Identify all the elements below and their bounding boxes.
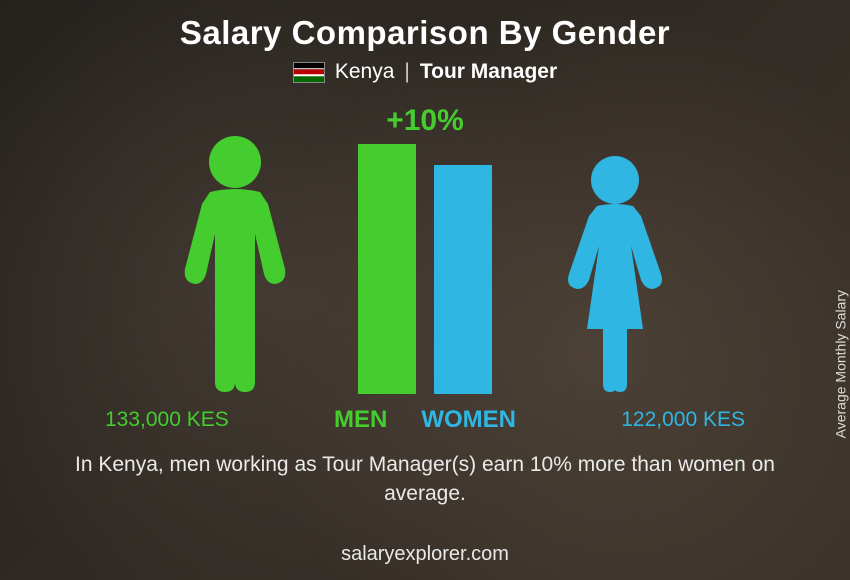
women-salary-value: 122,000 KES (621, 408, 745, 432)
women-label: WOMEN (421, 406, 516, 434)
summary-text: In Kenya, men working as Tour Manager(s)… (0, 450, 850, 509)
men-salary-value: 133,000 KES (105, 408, 229, 432)
y-axis-label: Average Monthly Salary (832, 290, 848, 438)
bar-group (358, 144, 492, 394)
country-label: Kenya (335, 60, 395, 84)
chart-area: +10% 133,000 KES (75, 104, 775, 434)
job-title-label: Tour Manager (420, 60, 557, 84)
men-label: MEN (334, 406, 387, 434)
bar-men (358, 144, 416, 394)
bar-women (434, 165, 492, 394)
page-title: Salary Comparison By Gender (0, 0, 850, 52)
subtitle-divider: | (404, 60, 409, 84)
male-figure-icon (175, 134, 295, 394)
female-figure-icon (555, 154, 675, 394)
footer-source: salaryexplorer.com (0, 543, 850, 566)
subtitle-row: Kenya | Tour Manager (0, 60, 850, 84)
bottom-label-row: 133,000 KES MEN WOMEN 122,000 KES (75, 406, 775, 434)
kenya-flag-icon (293, 62, 325, 83)
percent-diff-label: +10% (386, 104, 464, 138)
